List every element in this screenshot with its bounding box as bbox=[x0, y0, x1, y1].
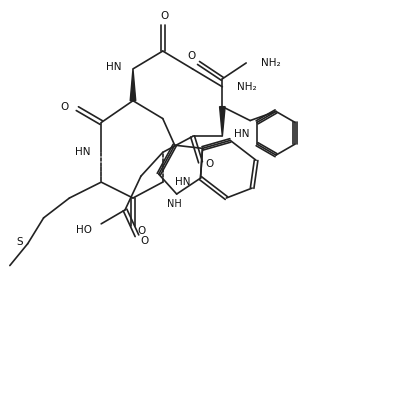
Text: S: S bbox=[16, 237, 22, 247]
Text: NH₂: NH₂ bbox=[237, 82, 257, 92]
Text: O: O bbox=[138, 226, 146, 236]
Text: O: O bbox=[161, 12, 169, 22]
Text: HN: HN bbox=[234, 130, 250, 140]
Text: HN: HN bbox=[106, 62, 122, 72]
Text: O: O bbox=[140, 236, 148, 246]
Text: HN: HN bbox=[175, 177, 190, 187]
Text: NH₂: NH₂ bbox=[261, 58, 281, 68]
Text: O: O bbox=[205, 159, 213, 169]
Text: O: O bbox=[187, 51, 196, 61]
Text: HN: HN bbox=[75, 147, 90, 157]
Text: HO: HO bbox=[77, 225, 93, 235]
Polygon shape bbox=[130, 69, 136, 101]
Text: NH: NH bbox=[167, 199, 182, 209]
Text: O: O bbox=[61, 102, 69, 112]
Polygon shape bbox=[220, 107, 225, 136]
